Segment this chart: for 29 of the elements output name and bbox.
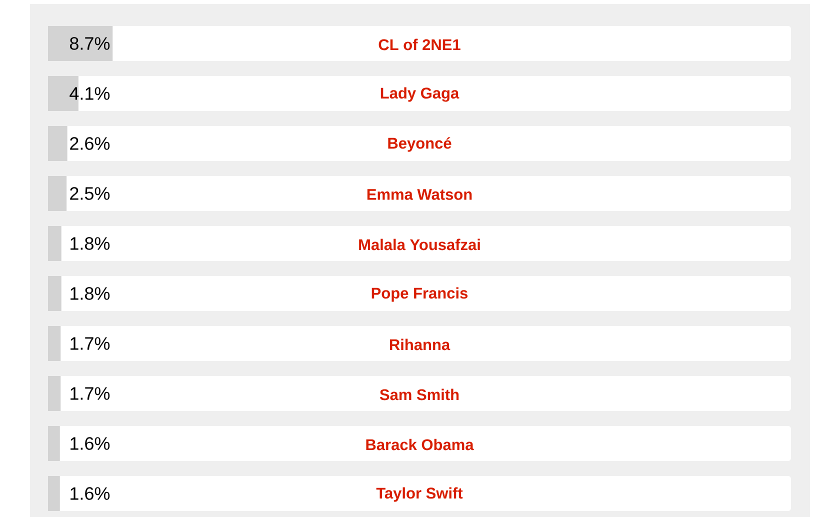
bar — [48, 276, 62, 312]
y-tick-label: Lady Gaga — [380, 87, 460, 102]
y-tick-label: Rihanna — [390, 338, 450, 350]
data-label: 1.6% — [70, 487, 110, 500]
y-tick-label: Emma Watson — [367, 189, 472, 200]
data-label: 8.7% — [70, 37, 110, 50]
bar — [48, 426, 60, 462]
bar — [48, 226, 62, 262]
y-tick-label: Taylor Swift — [376, 487, 463, 502]
data-label: 1.7% — [70, 337, 110, 350]
bar — [48, 26, 113, 61]
data-label: 1.7% — [70, 387, 110, 400]
data-label: 1.8% — [70, 237, 110, 250]
bar — [48, 126, 68, 162]
bar — [48, 326, 61, 362]
y-tick-label: Sam Smith — [380, 388, 459, 400]
data-label: 1.6% — [70, 437, 110, 450]
y-tick-label: Barack Obama — [366, 438, 474, 450]
data-label: 2.5% — [70, 187, 110, 200]
y-tick-label: CL of 2NE1 — [378, 38, 460, 50]
data-label: 1.8% — [70, 287, 110, 300]
bar — [48, 476, 60, 512]
bar — [48, 376, 61, 412]
y-tick-label: Malala Yousafzai — [359, 238, 480, 250]
data-label: 4.1% — [70, 87, 110, 100]
bar — [48, 176, 67, 212]
y-tick-label: Beyoncé — [388, 137, 452, 152]
y-tick-label: Pope Francis — [372, 287, 468, 302]
data-label: 2.6% — [70, 137, 110, 150]
